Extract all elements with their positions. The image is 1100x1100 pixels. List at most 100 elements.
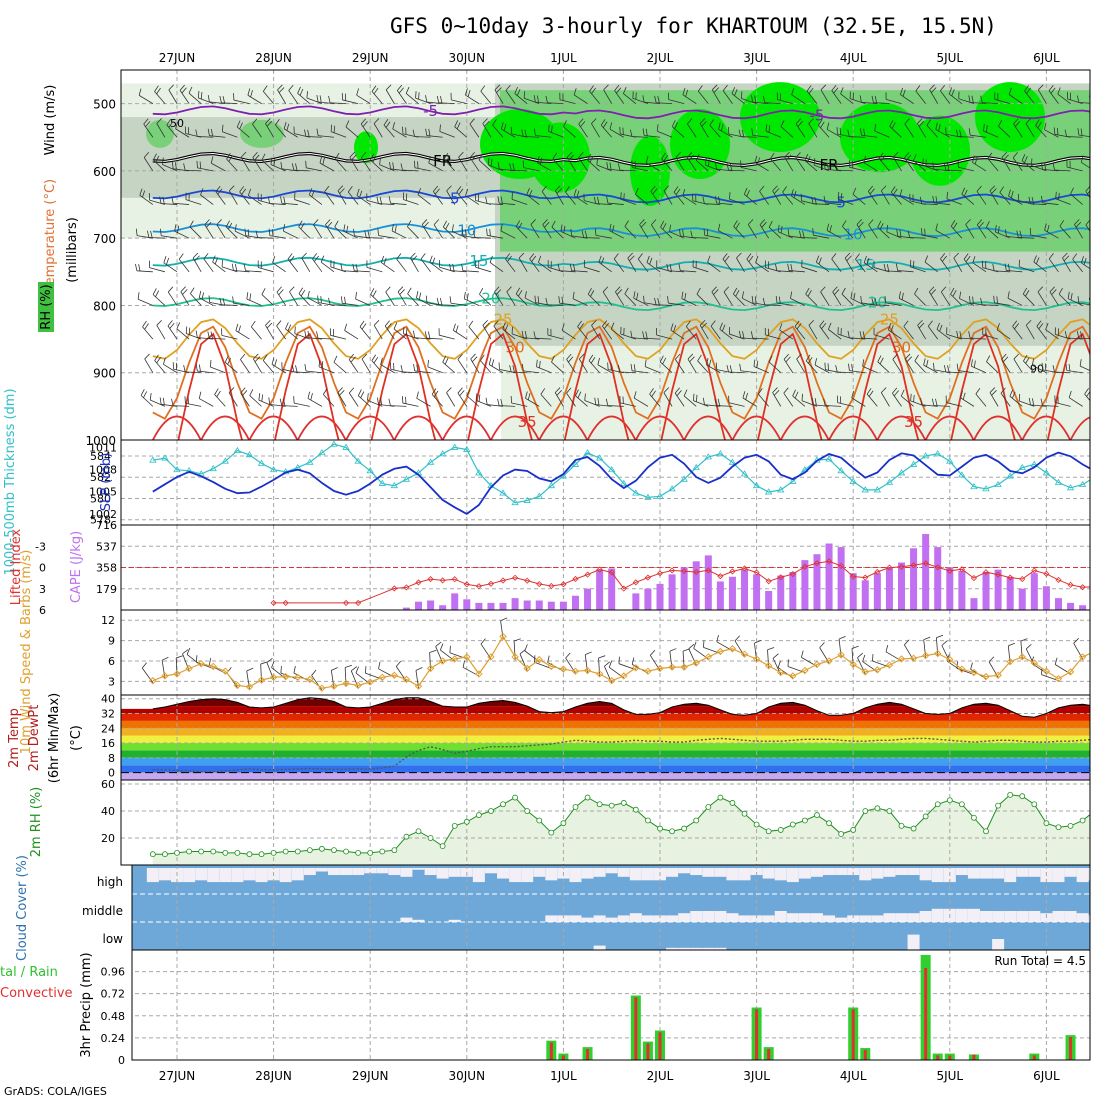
wind-barb-flag — [311, 190, 315, 197]
wind-barb-flag — [924, 255, 929, 263]
wind-barb-flag — [1018, 393, 1021, 402]
wind-barb-flag — [765, 124, 768, 132]
wind-barb — [1080, 161, 1090, 169]
wind-barb — [361, 157, 371, 172]
li-point — [282, 599, 289, 606]
wind-barb-flag — [203, 253, 209, 260]
wind-barb-flag — [493, 320, 499, 327]
cloud-clear-cell — [158, 868, 171, 881]
wind-barb-flag — [835, 163, 838, 171]
thickness-line — [152, 443, 1090, 504]
thickness-tick: 582 — [90, 471, 111, 484]
wind-barb — [1020, 640, 1023, 659]
wind-barb — [1041, 674, 1059, 682]
wind-barb — [210, 366, 226, 374]
wind-barb — [402, 402, 419, 407]
wind-barb — [1091, 268, 1100, 272]
wind-barb-flag — [537, 156, 540, 163]
wind-barb-flag — [396, 253, 402, 260]
wind-barb-flag — [1037, 286, 1044, 293]
wind-barb — [185, 402, 202, 407]
rh-point — [705, 804, 712, 810]
cloud-clear-cell — [497, 868, 510, 879]
wind-barb-flag — [612, 225, 615, 233]
wind-barb — [1054, 402, 1071, 407]
wind-barb-flag — [682, 88, 686, 95]
wind-barb — [540, 394, 552, 407]
wind-barb — [189, 226, 202, 239]
wind-barb — [614, 90, 625, 104]
cape-tick: 179 — [96, 583, 117, 596]
wind-barb-flag — [161, 157, 164, 165]
wind-barb — [378, 235, 395, 239]
wind-barb-flag — [617, 163, 621, 171]
wind-barb — [644, 135, 661, 138]
wind-barb-flag — [925, 159, 927, 167]
wind-barb-flag — [1036, 320, 1042, 327]
wind-barb-flag — [283, 196, 286, 204]
wind-barb-flag — [238, 325, 241, 333]
wind-barb-flag — [351, 666, 358, 672]
wind-barb — [1092, 131, 1100, 138]
rh-point — [536, 817, 543, 824]
ylabel-rh2m: 2m RH (%) — [29, 787, 44, 858]
thickness-point — [873, 486, 882, 493]
wind-barb — [499, 202, 516, 205]
wind-barb-flag — [449, 263, 452, 271]
li-point — [451, 576, 458, 583]
wind-barb-flag — [1007, 263, 1010, 271]
wind-barb-flag — [874, 298, 878, 306]
wind-barb — [873, 304, 890, 306]
cape-bar — [789, 572, 797, 610]
cloud-cell — [774, 911, 787, 922]
wind-speed-point — [378, 673, 386, 682]
wind-barb-flag — [924, 228, 926, 236]
wind-barb — [935, 129, 950, 138]
wind-barb-flag — [871, 95, 874, 103]
li-point — [789, 570, 796, 578]
wind-barb — [740, 370, 757, 374]
isotherm-line-7 — [152, 325, 1090, 420]
wind-barb — [344, 667, 347, 686]
wind-barb — [989, 190, 999, 205]
wind-barb-flag — [1086, 391, 1090, 397]
wind-barb — [917, 123, 926, 138]
wind-barb — [623, 93, 637, 104]
rh-point — [971, 814, 977, 821]
rh-point — [958, 801, 965, 808]
wind-barb — [740, 337, 757, 340]
dewpt-line — [152, 737, 1090, 773]
wind-barb-flag — [429, 649, 437, 653]
ylabel-cloud: Cloud Cover (%) — [15, 855, 30, 961]
rh-point — [427, 835, 434, 841]
wind-barb-flag — [935, 122, 938, 130]
wind-speed-point — [1042, 667, 1051, 675]
cloud-cell — [992, 911, 1005, 922]
wind-barb-flag — [415, 667, 423, 671]
wind-barb-flag — [959, 331, 962, 339]
wind-barb-flag — [783, 387, 789, 394]
wind-barb-flag — [533, 95, 536, 103]
wind-barb — [959, 298, 975, 306]
wind-barb-flag — [316, 95, 319, 103]
wind-barb-flag — [324, 185, 330, 192]
cloud-clear-cell — [883, 868, 896, 877]
wind-barb-flag — [484, 322, 490, 329]
thickness-point — [982, 485, 990, 492]
wind-barb-flag — [1028, 196, 1031, 204]
wind-barb-flag — [917, 118, 923, 124]
wind-barb-flag — [219, 297, 222, 305]
wind-barb-flag — [361, 353, 368, 360]
wind-barb — [892, 156, 902, 172]
wind-barb — [433, 224, 443, 239]
wind-barb-flag — [355, 264, 358, 272]
wind-barb-flag — [918, 120, 925, 127]
wind-barb-flag — [539, 360, 541, 368]
thickness-point — [595, 454, 604, 461]
wind-barb-flag — [673, 186, 679, 193]
rh-point — [753, 821, 760, 828]
pressure-tick: 800 — [93, 299, 116, 313]
wind-barb-flag — [412, 129, 415, 137]
cloud-clear-cell — [533, 868, 546, 877]
wind-barb-flag — [940, 286, 947, 293]
